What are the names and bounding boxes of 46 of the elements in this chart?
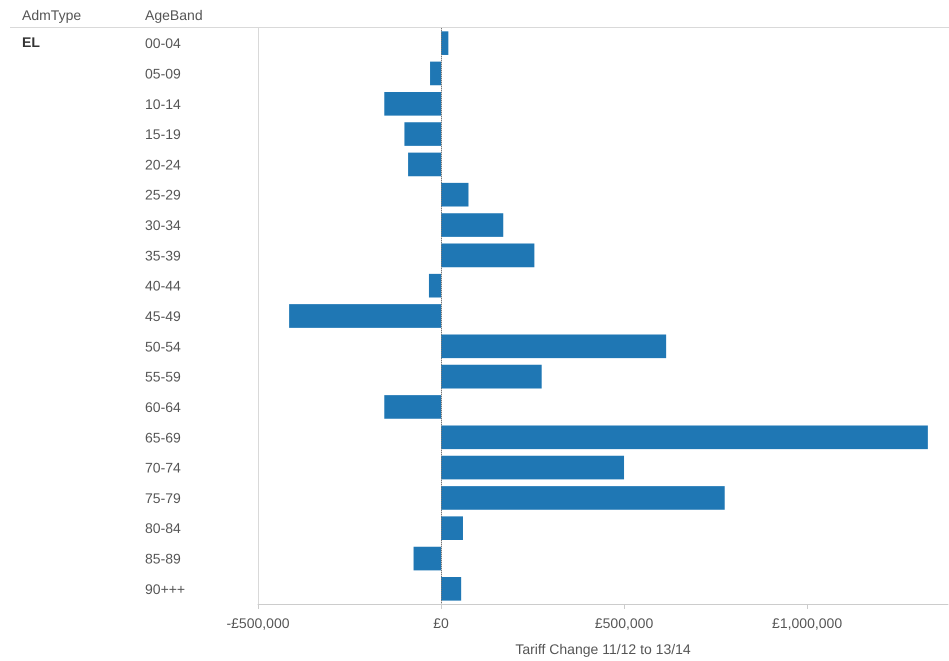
y-tick-label: 30-34 bbox=[145, 217, 182, 234]
y-tick-label: 40-44 bbox=[145, 278, 182, 294]
y-tick-label: 35-39 bbox=[145, 247, 182, 264]
y-tick-label: 70-74 bbox=[145, 460, 182, 476]
bar bbox=[430, 62, 442, 86]
x-tick-label: £1,000,000 bbox=[772, 615, 842, 631]
x-tick-label: £500,000 bbox=[594, 615, 654, 631]
y-axis-title: AgeBand bbox=[145, 7, 203, 23]
text: EL bbox=[22, 34, 40, 50]
y-tick-label: 00-04 bbox=[145, 35, 182, 52]
y-tick-label: 75-79 bbox=[145, 490, 182, 506]
y-tick-label: 25-29 bbox=[145, 186, 182, 203]
bar bbox=[441, 456, 624, 480]
bar bbox=[289, 304, 442, 328]
x-tick-label: -£500,000 bbox=[226, 615, 290, 631]
bar bbox=[441, 334, 666, 358]
text: AdmType bbox=[22, 7, 82, 23]
bar bbox=[428, 274, 442, 298]
bar bbox=[441, 577, 462, 601]
y-tick-label: 65-69 bbox=[145, 429, 182, 446]
y-tick-label: 45-49 bbox=[145, 308, 182, 324]
bar bbox=[404, 122, 442, 146]
y-tick-label: 50-54 bbox=[145, 338, 182, 354]
y-tick-label: 05-09 bbox=[145, 65, 182, 82]
y-tick-label: 55-59 bbox=[145, 368, 182, 385]
y-tick-label: 80-84 bbox=[145, 520, 182, 536]
x-tick-label: £0 bbox=[433, 615, 450, 631]
bar bbox=[414, 546, 442, 570]
bar bbox=[441, 182, 468, 207]
y-tick-label: 10-14 bbox=[145, 96, 182, 112]
y-tick-label: 60-64 bbox=[145, 398, 182, 415]
y-tick-label: 85-89 bbox=[145, 550, 182, 567]
bar bbox=[441, 425, 928, 450]
y-tick-label: 15-19 bbox=[145, 126, 182, 142]
bar bbox=[441, 364, 542, 388]
bar bbox=[441, 31, 448, 55]
bar bbox=[384, 92, 442, 116]
bar bbox=[408, 152, 442, 176]
y-tick-label: 20-24 bbox=[145, 156, 182, 172]
y-tick-label: 90+++ bbox=[145, 580, 186, 597]
bar bbox=[441, 516, 463, 540]
x-axis-title: Tariff Change 11/12 to 13/14 bbox=[515, 641, 691, 657]
bar bbox=[441, 213, 504, 237]
bar bbox=[384, 395, 442, 419]
bar bbox=[441, 486, 725, 510]
bar bbox=[441, 244, 534, 268]
